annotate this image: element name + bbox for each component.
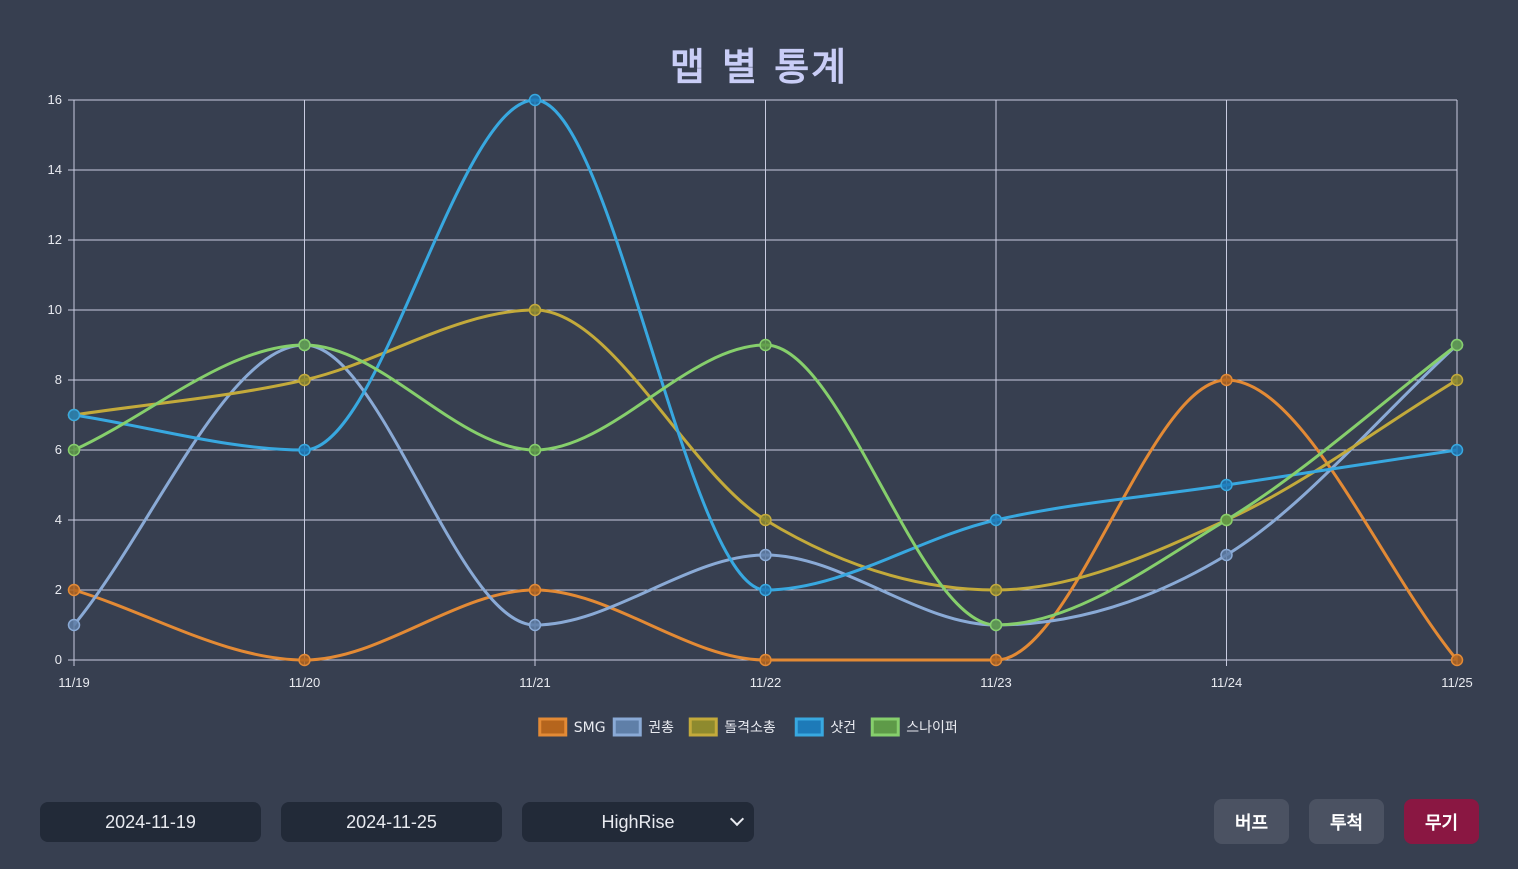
data-point[interactable] bbox=[989, 618, 1003, 632]
chart-title: 맵 별 통계 bbox=[669, 45, 849, 89]
map-select[interactable]: HighRise bbox=[522, 802, 754, 842]
grid bbox=[68, 99, 1458, 666]
data-point[interactable] bbox=[989, 583, 1003, 597]
buff-button[interactable]: 버프 bbox=[1214, 799, 1289, 844]
legend-swatch bbox=[794, 717, 824, 737]
y-tick-label: 16 bbox=[48, 92, 62, 107]
chevron-down-icon bbox=[729, 811, 745, 827]
y-tick-label: 2 bbox=[55, 582, 62, 597]
data-point[interactable] bbox=[67, 408, 81, 422]
data-point[interactable] bbox=[67, 618, 81, 632]
legend-item[interactable]: 샷건 bbox=[794, 717, 856, 737]
axis-ticks: 0 2 4 6 8 10 12 14 16 11/19 11/20 11/21 11/22 11/23 11… bbox=[48, 92, 1473, 690]
legend-item[interactable]: SMG bbox=[538, 717, 606, 737]
data-point[interactable] bbox=[298, 373, 311, 387]
x-tick-label: 11/21 bbox=[519, 675, 551, 690]
legend[interactable]: SMG 권총 돌격소총 샷건 스나이퍼 bbox=[538, 717, 958, 737]
data-point[interactable] bbox=[528, 583, 542, 597]
legend-label: 스나이퍼 bbox=[906, 720, 958, 736]
start-date-input[interactable]: 2024-11-19 bbox=[40, 802, 261, 842]
data-point[interactable] bbox=[989, 513, 1003, 527]
data-point[interactable] bbox=[1220, 373, 1233, 387]
data-point[interactable] bbox=[1450, 443, 1464, 457]
legend-swatch bbox=[870, 717, 900, 737]
x-tick-label: 11/25 bbox=[1441, 675, 1473, 690]
y-tick-label: 6 bbox=[55, 442, 62, 457]
data-point[interactable] bbox=[528, 443, 542, 457]
series-points bbox=[67, 93, 1464, 667]
data-point[interactable] bbox=[759, 653, 772, 667]
line-chart: 0 2 4 6 8 10 12 14 16 11/19 11/20 11/21 11/22 11/23 11… bbox=[48, 92, 1473, 737]
series-line bbox=[73, 98, 1458, 592]
end-date-input[interactable]: 2024-11-25 bbox=[281, 802, 502, 842]
data-point[interactable] bbox=[759, 338, 772, 352]
legend-label: 권총 bbox=[648, 720, 674, 736]
data-point[interactable] bbox=[298, 653, 311, 667]
legend-swatch bbox=[688, 717, 718, 737]
data-point[interactable] bbox=[1450, 373, 1464, 387]
legend-label: 샷건 bbox=[830, 720, 856, 736]
x-tick-label: 11/24 bbox=[1211, 675, 1243, 690]
data-point[interactable] bbox=[528, 93, 542, 107]
data-point[interactable] bbox=[298, 338, 311, 352]
series-line bbox=[73, 378, 1459, 662]
x-tick-label: 11/23 bbox=[980, 675, 1012, 690]
y-tick-label: 8 bbox=[55, 372, 62, 387]
data-point[interactable] bbox=[759, 548, 772, 562]
x-tick-label: 11/20 bbox=[289, 675, 321, 690]
weapon-button[interactable]: 무기 bbox=[1404, 799, 1479, 844]
legend-item[interactable]: 스나이퍼 bbox=[870, 717, 958, 737]
data-point[interactable] bbox=[298, 443, 311, 457]
legend-swatch bbox=[538, 717, 568, 737]
data-point[interactable] bbox=[1450, 653, 1464, 667]
y-tick-label: 0 bbox=[55, 652, 62, 667]
map-select-value: HighRise bbox=[601, 811, 675, 832]
data-point[interactable] bbox=[528, 303, 542, 317]
legend-item[interactable]: 권총 bbox=[612, 717, 674, 737]
data-point[interactable] bbox=[1220, 513, 1233, 527]
legend-label: SMG bbox=[574, 720, 606, 736]
data-point[interactable] bbox=[1450, 338, 1464, 352]
legend-item[interactable]: 돌격소총 bbox=[688, 717, 776, 737]
y-tick-label: 4 bbox=[55, 512, 62, 527]
legend-swatch bbox=[612, 717, 642, 737]
y-tick-label: 12 bbox=[48, 232, 62, 247]
y-tick-label: 14 bbox=[48, 162, 62, 177]
data-point[interactable] bbox=[528, 618, 542, 632]
y-tick-label: 10 bbox=[48, 302, 62, 317]
data-point[interactable] bbox=[989, 653, 1003, 667]
data-point[interactable] bbox=[1220, 548, 1233, 562]
x-tick-label: 11/19 bbox=[58, 675, 90, 690]
x-tick-label: 11/22 bbox=[750, 675, 782, 690]
data-point[interactable] bbox=[1220, 478, 1233, 492]
legend-label: 돌격소총 bbox=[724, 720, 776, 736]
data-point[interactable] bbox=[67, 443, 81, 457]
data-point[interactable] bbox=[67, 583, 81, 597]
data-point[interactable] bbox=[759, 583, 772, 597]
throw-button[interactable]: 투척 bbox=[1309, 799, 1384, 844]
data-point[interactable] bbox=[759, 513, 772, 527]
